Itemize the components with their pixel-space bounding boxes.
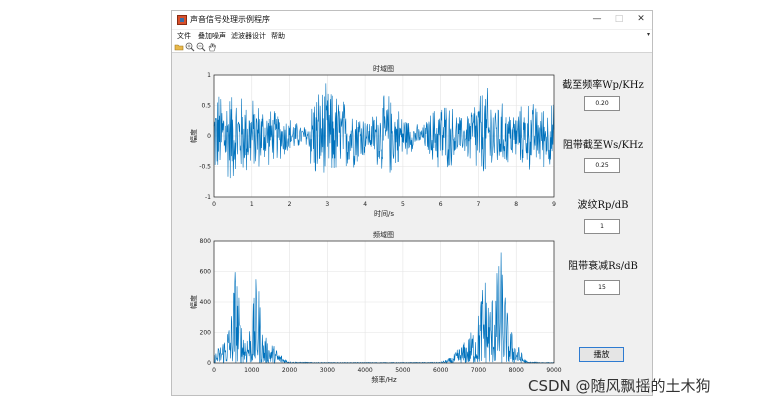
axes-box: [213, 240, 555, 364]
wp-label: 截至频率Wp/KHz: [562, 80, 644, 91]
y-tick-label: -1: [205, 194, 211, 201]
x-tick-label: 0: [212, 201, 216, 208]
maximize-button[interactable]: □: [614, 14, 624, 24]
x-tick-label: 4000: [357, 367, 372, 374]
play-button[interactable]: 播放: [579, 347, 624, 362]
frequency-domain-plot: 0 1000 2000 3000 4000 5000 6000 7000 8000 9000 0 20…: [189, 238, 562, 384]
rp-label: 波纹Rp/dB: [577, 200, 629, 211]
zoom-in-icon[interactable]: [185, 42, 195, 52]
signal-series: [213, 252, 555, 365]
rs-input[interactable]: 15: [584, 280, 620, 295]
y-tick-label: 200: [200, 330, 212, 337]
rp-input[interactable]: 1: [584, 219, 620, 234]
ws-label: 阻带截至Ws/KHz: [562, 140, 644, 151]
x-tick-label: 1000: [244, 367, 259, 374]
x-tick-label: 3000: [320, 367, 335, 374]
x-axis-label: 频率/Hz: [371, 375, 397, 384]
title-bar: 声音信号处理示例程序 — □ ✕: [172, 11, 652, 29]
wp-input[interactable]: 0.20: [584, 96, 620, 111]
y-tick-label: 0: [207, 360, 211, 367]
menu-overflow-icon[interactable]: ▾: [646, 31, 650, 38]
toolbar: [172, 41, 652, 53]
time-domain-plot: 0 1 2 3 4 5 6 7 8 9 -1 -0.5 0 0.5 1 时间/s 幅度: [189, 72, 556, 218]
y-tick-label: 800: [200, 238, 212, 245]
matlab-figure-icon: [177, 15, 187, 25]
y-tick-label: 600: [200, 269, 212, 276]
folder-open-icon[interactable]: [174, 42, 184, 52]
y-tick-label: 400: [200, 299, 212, 306]
x-tick-label: 7: [477, 201, 481, 208]
pan-icon[interactable]: [207, 42, 217, 52]
x-tick-label: 9000: [546, 367, 561, 374]
menu-filter-design[interactable]: 滤波器设计: [231, 32, 266, 40]
close-button[interactable]: ✕: [637, 14, 645, 24]
axes-box: [213, 74, 555, 198]
minimize-button[interactable]: —: [592, 14, 602, 24]
y-axis-label: 幅度: [189, 295, 198, 309]
menu-help[interactable]: 帮助: [271, 32, 285, 40]
y-axis-label: 幅度: [189, 129, 198, 143]
y-tick-label: -0.5: [199, 164, 211, 171]
rs-label: 阻带衰减Rs/dB: [568, 261, 638, 272]
ws-input[interactable]: 0.25: [584, 158, 620, 173]
x-tick-label: 2: [288, 201, 292, 208]
x-tick-label: 8000: [509, 367, 524, 374]
x-tick-label: 2000: [282, 367, 297, 374]
x-tick-label: 7000: [471, 367, 486, 374]
x-tick-label: 5000: [395, 367, 410, 374]
menu-bar: 文件 叠加噪声 滤波器设计 帮助 ▾: [172, 30, 652, 41]
app-window: 声音信号处理示例程序 — □ ✕ 文件 叠加噪声 滤波器设计 帮助 ▾ 时域图 …: [171, 10, 653, 396]
x-tick-label: 9: [552, 201, 556, 208]
x-tick-label: 4: [363, 201, 367, 208]
y-tick-label: 1: [207, 72, 211, 79]
x-tick-label: 3: [325, 201, 329, 208]
menu-add-noise[interactable]: 叠加噪声: [198, 32, 226, 40]
watermark: CSDN @随风飘摇的土木狗: [528, 377, 711, 395]
x-tick-label: 5: [401, 201, 405, 208]
x-tick-label: 6000: [433, 367, 448, 374]
time-plot-title: 时域图: [373, 65, 394, 73]
zoom-out-icon[interactable]: [196, 42, 206, 52]
y-tick-label: 0: [207, 133, 211, 140]
signal-series: [213, 83, 555, 179]
x-axis-label: 时间/s: [374, 209, 394, 218]
x-tick-label: 1: [250, 201, 254, 208]
x-tick-label: 0: [212, 367, 216, 374]
x-tick-label: 6: [439, 201, 443, 208]
y-tick-label: 0.5: [201, 103, 211, 110]
x-tick-label: 8: [514, 201, 518, 208]
menu-file[interactable]: 文件: [177, 32, 191, 40]
freq-plot-title: 频域图: [373, 231, 394, 239]
window-title: 声音信号处理示例程序: [190, 15, 270, 24]
